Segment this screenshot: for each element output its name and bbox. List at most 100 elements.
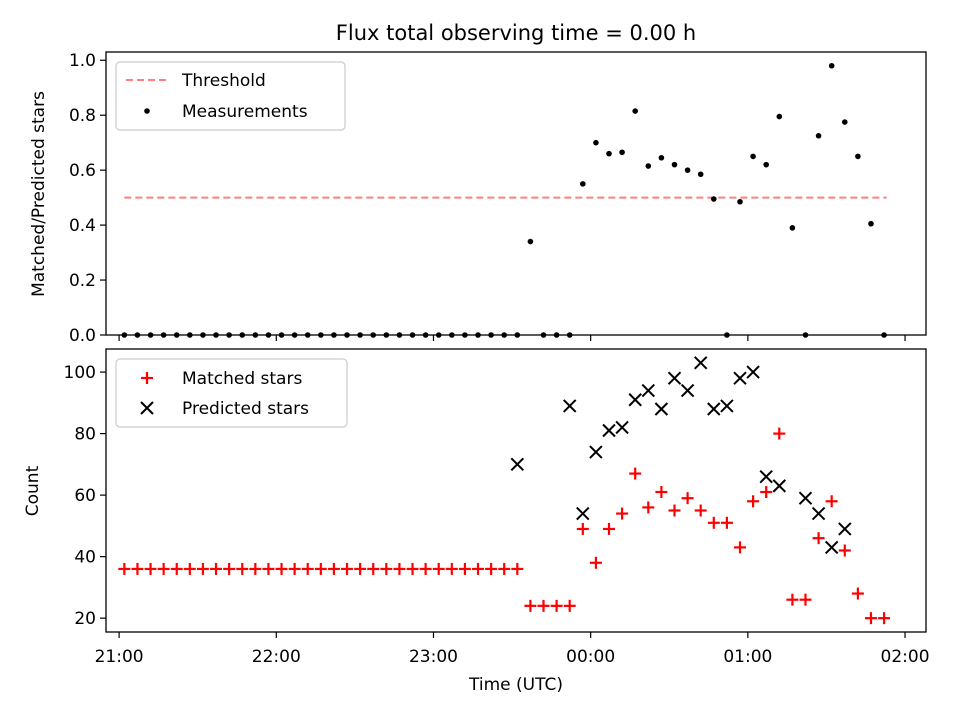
measurement-point [527, 238, 534, 245]
matched-star-point [878, 612, 891, 625]
measurement-point [252, 332, 259, 338]
measurement-point [265, 332, 272, 338]
matched-star-point [511, 562, 524, 575]
matched-star-point [458, 562, 471, 575]
matched-star-point [694, 504, 707, 517]
matched-star-point [864, 612, 877, 625]
measurement-point [409, 332, 416, 338]
bottom-y-tick-label: 40 [74, 548, 96, 568]
bottom-x-ticks: 21:00 22:00 23:00 00:00 01:00 02:00 [95, 632, 930, 667]
x-tick-label: 00:00 [566, 647, 615, 667]
matched-star-point [760, 486, 773, 499]
matched-star-point [616, 507, 629, 520]
matched-star-point [786, 593, 799, 606]
measurement-point [802, 332, 809, 338]
measurement-point [606, 150, 612, 157]
measurement-point [187, 332, 193, 338]
top-legend-box [115, 61, 346, 131]
predicted-star-point [667, 371, 682, 385]
measurement-point [658, 154, 665, 161]
matched-star-point [262, 562, 275, 575]
measurement-point [645, 163, 652, 169]
predicted-star-point [576, 506, 590, 521]
matched-star-point [236, 562, 249, 575]
matched-star-point [485, 562, 498, 575]
legend-predicted-label: Predicted stars [182, 399, 309, 419]
matched-star-point [223, 562, 236, 575]
measurement-point [710, 196, 717, 202]
legend-measurements-label: Measurements [182, 102, 308, 122]
matched-star-point [799, 593, 812, 606]
measurement-point [763, 161, 769, 168]
predicted-star-point [589, 445, 603, 459]
matched-star-point [537, 599, 550, 612]
legend-measurements-swatch [144, 108, 150, 114]
matched-star-point [314, 562, 327, 575]
bottom-panel: 20 40 60 80 100 21:00 22:00 23:00 00:00 01:00 02:… [23, 348, 930, 695]
bottom-legend: Matched stars Predicted stars [115, 358, 348, 428]
top-panel: 0.0 0.2 0.4 0.6 0.8 1.0 Matched/Predicted sta… [29, 51, 927, 346]
measurement-point [671, 161, 678, 168]
top-y-tick-label: 0.0 [69, 326, 96, 346]
measurement-point [304, 332, 311, 338]
top-y-ticks: 0.0 0.2 0.4 0.6 0.8 1.0 [69, 51, 106, 346]
measurement-point [593, 139, 599, 146]
matched-star-point [773, 427, 786, 440]
measurement-point [881, 332, 887, 338]
legend-predicted-swatch [140, 401, 154, 415]
measurement-point [200, 332, 206, 338]
predicted-star-point [562, 399, 577, 413]
predicted-star-point [628, 393, 642, 407]
matched-star-point [498, 562, 511, 575]
measurement-point [737, 198, 743, 205]
matched-star-point [838, 544, 851, 557]
measurement-point [357, 332, 363, 338]
matched-star-point [118, 562, 131, 575]
measurement-point [566, 332, 573, 338]
matched-star-point [589, 556, 602, 569]
legend-matched-label: Matched stars [182, 369, 302, 389]
top-y-tick-label: 0.8 [69, 106, 96, 126]
measurement-point [435, 332, 442, 338]
matched-star-points [118, 427, 891, 625]
measurement-point [488, 332, 494, 338]
matched-star-point [432, 562, 445, 575]
bottom-y-tick-label: 80 [74, 425, 96, 445]
matched-star-point [720, 516, 733, 529]
matched-star-point [157, 562, 170, 575]
bottom-y-tick-label: 60 [74, 486, 96, 506]
legend-matched-swatch [141, 372, 153, 384]
measurement-point [239, 332, 246, 338]
matched-star-point [419, 562, 432, 575]
matched-star-point [563, 599, 576, 612]
matched-star-point [393, 562, 406, 575]
measurement-point [278, 332, 285, 338]
measurement-point [318, 332, 324, 338]
matched-star-point [301, 562, 314, 575]
matched-star-point [576, 522, 589, 535]
predicted-star-point [720, 399, 734, 413]
measurement-point [344, 332, 350, 338]
predicted-star-points [510, 356, 852, 555]
top-y-axis-label: Matched/Predicted stars [29, 91, 49, 297]
matched-star-point [210, 562, 223, 575]
measurement-point [632, 108, 639, 114]
bottom-y-ticks: 20 40 60 80 100 [64, 363, 106, 629]
predicted-star-point [707, 402, 721, 416]
matched-star-point [183, 562, 196, 575]
measurement-point [619, 149, 625, 156]
matched-star-point [406, 562, 419, 575]
predicted-star-point [798, 491, 813, 505]
predicted-star-point [602, 423, 616, 438]
measurement-point [134, 332, 141, 338]
x-tick-label: 22:00 [252, 647, 301, 667]
measurement-point [501, 332, 508, 338]
measurement-point [789, 225, 796, 231]
measurement-point [121, 332, 128, 338]
matched-star-point [275, 562, 288, 575]
measurement-point [815, 133, 822, 139]
measurement-point [331, 332, 337, 338]
matched-star-point [354, 562, 367, 575]
measurement-point [553, 332, 560, 338]
predicted-star-point [733, 371, 747, 385]
